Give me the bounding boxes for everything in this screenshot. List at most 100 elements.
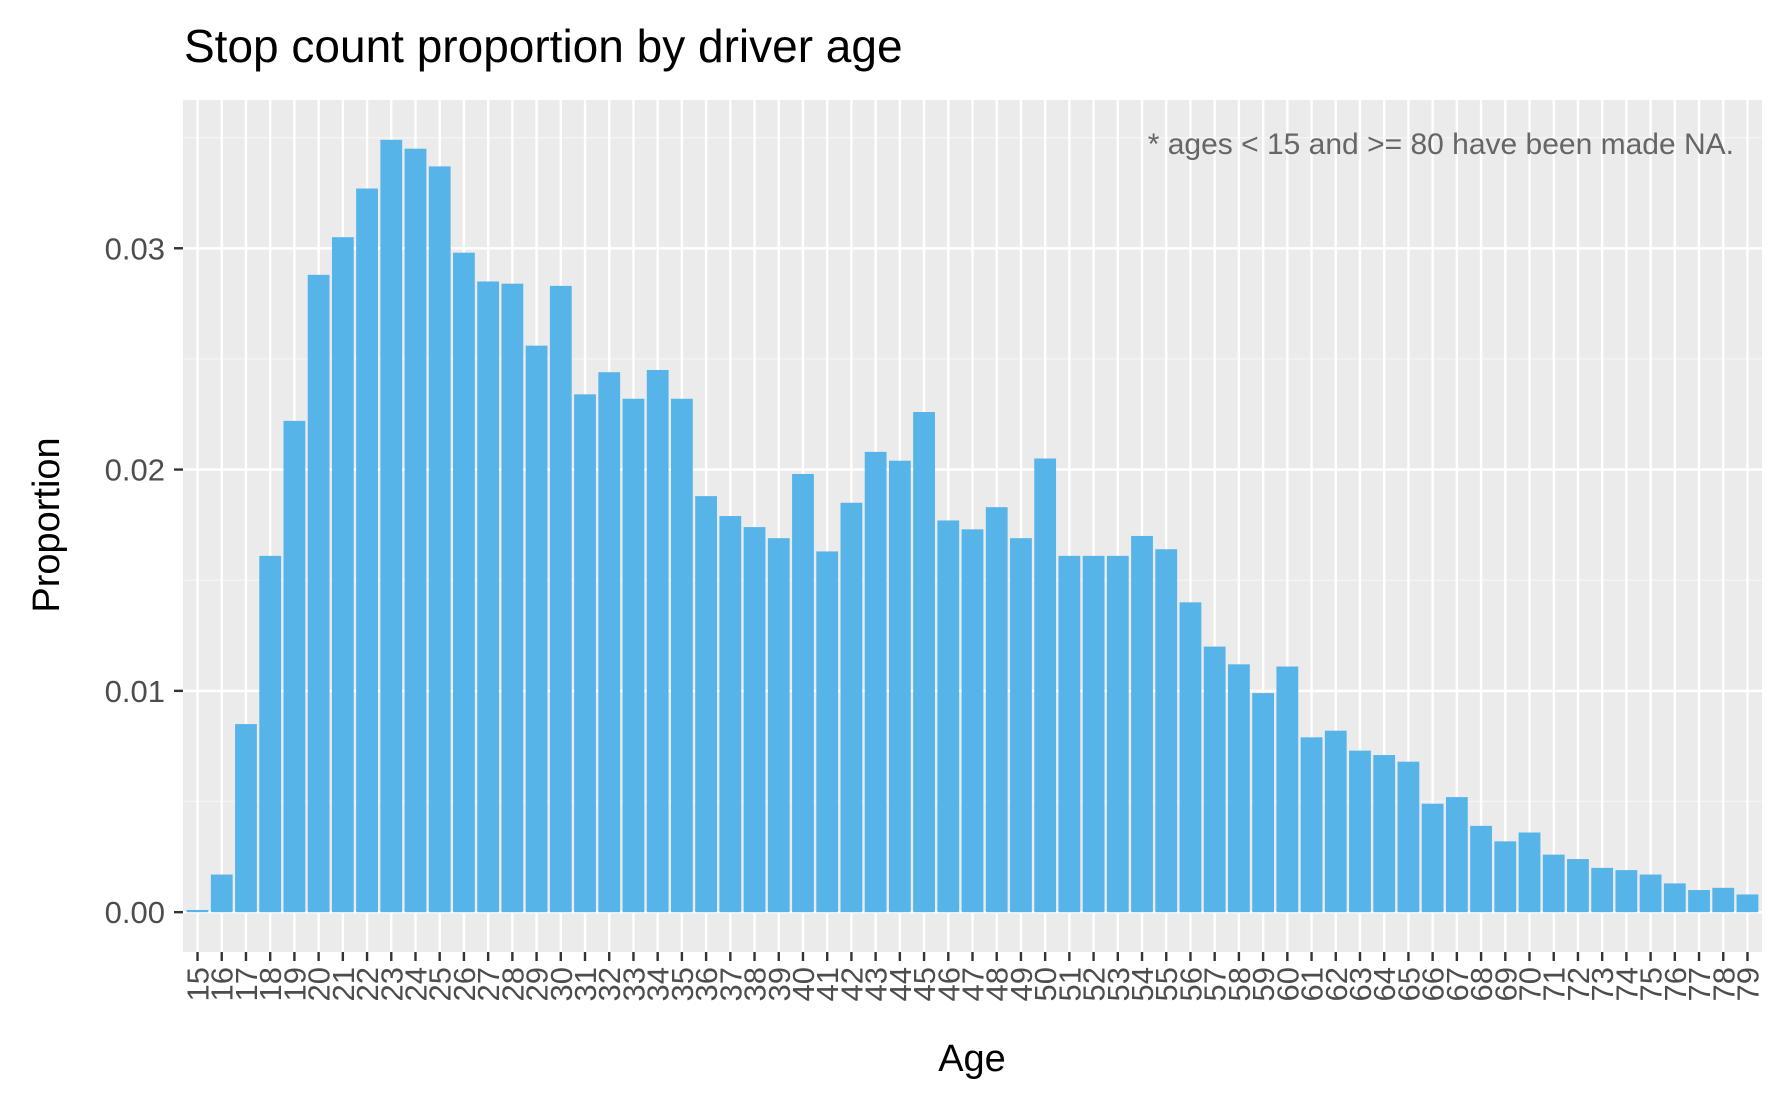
x-tick-label: 37 [713, 967, 748, 1001]
x-tick-label: 47 [956, 967, 991, 1001]
x-tick-label: 74 [1609, 967, 1644, 1001]
y-tick-label: 0.00 [105, 895, 165, 930]
x-tick-label: 75 [1634, 967, 1669, 1001]
x-tick-label: 59 [1246, 967, 1281, 1001]
bar-age-77 [1688, 890, 1710, 913]
x-tick-label: 67 [1440, 967, 1475, 1001]
x-tick-label: 53 [1101, 967, 1136, 1001]
x-tick-label: 34 [641, 967, 676, 1001]
bar-age-75 [1639, 874, 1662, 913]
x-tick-label: 49 [1004, 967, 1039, 1001]
x-tick-label: 32 [592, 967, 627, 1001]
x-tick-label: 71 [1537, 967, 1572, 1001]
x-tick-label: 43 [859, 967, 894, 1001]
x-tick-label: 42 [834, 967, 869, 1001]
bar-age-68 [1470, 825, 1492, 913]
bar-age-42 [840, 502, 863, 913]
bar-age-44 [888, 460, 911, 913]
bar-age-70 [1518, 832, 1541, 913]
x-tick-label: 70 [1513, 967, 1548, 1001]
x-tick-label: 40 [786, 967, 821, 1001]
y-axis-title: Proportion [26, 437, 68, 612]
bar-age-63 [1349, 750, 1371, 913]
x-tick-label: 72 [1561, 967, 1596, 1001]
bar-age-40 [792, 473, 814, 913]
x-tick-label: 78 [1706, 967, 1741, 1001]
x-tick-label: 48 [980, 967, 1015, 1001]
bar-age-16 [210, 874, 233, 913]
bar-age-54 [1131, 535, 1153, 913]
bar-age-18 [259, 555, 282, 913]
y-tick-label: 0.02 [105, 453, 165, 488]
bar-age-78 [1712, 887, 1735, 913]
bar-age-22 [356, 188, 378, 913]
bar-age-62 [1324, 730, 1347, 913]
bar-age-59 [1252, 693, 1275, 913]
x-tick-label: 62 [1319, 967, 1354, 1001]
x-tick-label: 79 [1730, 967, 1765, 1001]
bar-age-45 [913, 412, 935, 913]
x-tick-label: 30 [544, 967, 579, 1001]
x-tick-label: 39 [762, 967, 797, 1001]
x-tick-label: 22 [350, 967, 385, 1001]
bar-age-41 [816, 551, 839, 913]
bar-age-31 [574, 394, 596, 913]
x-tick-label: 23 [374, 967, 409, 1001]
bar-age-66 [1421, 803, 1444, 913]
x-tick-label: 63 [1343, 967, 1378, 1001]
x-tick-label: 18 [253, 967, 288, 1001]
x-tick-label: 33 [616, 967, 651, 1001]
y-tick-label: 0.03 [105, 231, 165, 266]
x-tick-label: 56 [1173, 967, 1208, 1001]
bar-age-57 [1203, 646, 1226, 913]
x-tick-label: 28 [495, 967, 530, 1001]
x-tick-label: 54 [1125, 967, 1160, 1001]
x-tick-label: 65 [1391, 967, 1426, 1001]
bar-age-38 [743, 527, 766, 913]
x-tick-label: 31 [568, 967, 603, 1001]
x-tick-label: 58 [1222, 967, 1257, 1001]
bar-age-67 [1445, 797, 1468, 913]
bar-age-55 [1155, 549, 1178, 913]
bar-age-52 [1082, 555, 1105, 913]
x-tick-label: 46 [931, 967, 966, 1001]
x-tick-label: 29 [520, 967, 555, 1001]
bar-age-17 [235, 724, 257, 913]
bar-age-65 [1397, 761, 1420, 913]
bar-age-23 [380, 139, 403, 913]
x-tick-label: 20 [302, 967, 337, 1001]
bar-age-56 [1179, 602, 1202, 913]
x-tick-label: 45 [907, 967, 942, 1001]
x-tick-label: 44 [883, 967, 918, 1001]
x-axis-title: Age [938, 1038, 1006, 1080]
x-tick-label: 15 [181, 967, 216, 1001]
x-tick-label: 69 [1488, 967, 1523, 1001]
x-tick-label: 36 [689, 967, 724, 1001]
x-tick-label: 41 [810, 967, 845, 1001]
chart-title: Stop count proportion by driver age [184, 20, 903, 72]
bar-age-69 [1494, 841, 1517, 913]
bar-age-72 [1567, 859, 1589, 913]
x-tick-label: 57 [1198, 967, 1233, 1001]
bar-age-47 [961, 529, 984, 913]
bar-age-74 [1615, 870, 1638, 913]
bar-age-19 [283, 420, 306, 913]
x-tick-label: 21 [326, 967, 361, 1001]
bar-age-73 [1591, 867, 1614, 913]
bars [186, 139, 1759, 913]
bar-age-71 [1542, 854, 1565, 913]
bar-age-48 [985, 507, 1008, 913]
bar-age-64 [1373, 755, 1396, 913]
x-tick-label: 51 [1052, 967, 1087, 1001]
x-tick-label: 19 [277, 967, 312, 1001]
x-tick-label: 73 [1585, 967, 1620, 1001]
x-tick-label: 35 [665, 967, 700, 1001]
x-tick-label: 66 [1416, 967, 1451, 1001]
x-tick-label: 25 [423, 967, 458, 1001]
y-tick-label: 0.01 [105, 674, 165, 709]
bar-age-35 [670, 398, 693, 913]
bar-age-24 [404, 148, 427, 913]
bar-age-50 [1034, 458, 1057, 913]
